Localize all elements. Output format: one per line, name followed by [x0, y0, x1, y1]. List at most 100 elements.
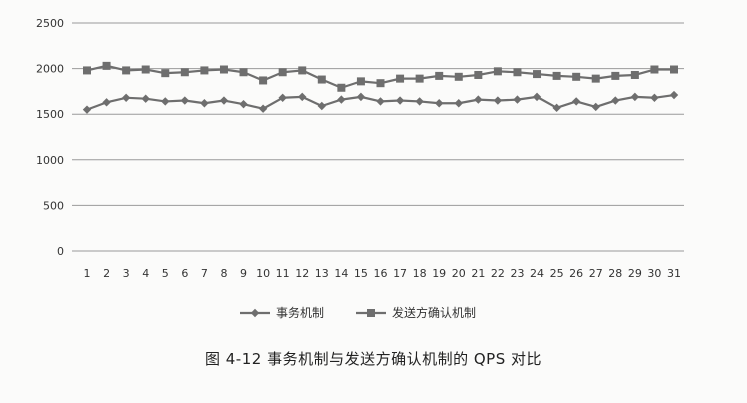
x-tick-label: 25 — [550, 267, 564, 280]
x-tick-label: 19 — [432, 267, 446, 280]
series-layer — [83, 62, 678, 114]
data-point — [122, 94, 130, 102]
legend-marker — [367, 309, 375, 317]
data-point — [435, 99, 443, 107]
data-point — [553, 72, 561, 80]
data-point — [122, 66, 130, 74]
data-point — [337, 95, 345, 103]
x-tick-label: 9 — [240, 267, 247, 280]
data-point — [552, 104, 560, 112]
data-point — [611, 96, 619, 104]
data-point — [337, 84, 345, 92]
x-tick-label: 8 — [220, 267, 227, 280]
data-point — [396, 96, 404, 104]
data-point — [83, 66, 91, 74]
data-point — [298, 66, 306, 74]
data-point — [376, 97, 384, 105]
x-tick-label: 7 — [201, 267, 208, 280]
x-tick-label: 6 — [181, 267, 188, 280]
x-tick-label: 4 — [142, 267, 149, 280]
x-tick-label: 27 — [589, 267, 603, 280]
data-point — [200, 99, 208, 107]
x-tick-label: 12 — [295, 267, 309, 280]
x-tick-label: 17 — [393, 267, 407, 280]
data-point — [435, 72, 443, 80]
x-tick-label: 15 — [354, 267, 368, 280]
data-point — [357, 77, 365, 85]
x-tick-label: 11 — [276, 267, 290, 280]
data-point — [259, 105, 267, 113]
x-tick-label: 30 — [647, 267, 661, 280]
x-tick-label: 2 — [103, 267, 110, 280]
legend: 事务机制 发送方确认机制 — [240, 305, 476, 320]
x-tick-label: 31 — [667, 267, 681, 280]
data-point — [455, 99, 463, 107]
data-point — [572, 73, 580, 81]
data-point — [455, 73, 463, 81]
y-tick-label: 1000 — [36, 154, 64, 167]
y-tick-label: 0 — [57, 245, 64, 258]
data-point — [650, 94, 658, 102]
x-tick-label: 18 — [413, 267, 427, 280]
x-axis-tick-labels: 1 2 3 4 5 6 7 8 9 10 11 12 13 14 15 16 17 18 19 20 21 22 23 24 2… — [84, 267, 682, 280]
data-point — [318, 102, 326, 110]
series-1 — [83, 91, 678, 114]
grid-layer — [72, 23, 684, 251]
data-point — [474, 95, 482, 103]
y-tick-label: 2500 — [36, 17, 64, 30]
x-tick-label: 10 — [256, 267, 270, 280]
data-point — [494, 67, 502, 75]
x-tick-label: 13 — [315, 267, 329, 280]
data-point — [279, 68, 287, 76]
data-point — [415, 97, 423, 105]
data-point — [181, 68, 189, 76]
data-point — [103, 62, 111, 70]
y-tick-label: 500 — [43, 199, 64, 212]
data-point — [670, 91, 678, 99]
data-point — [220, 96, 228, 104]
y-tick-label: 1500 — [36, 108, 64, 121]
data-point — [377, 79, 385, 87]
data-point — [416, 75, 424, 83]
data-point — [513, 95, 521, 103]
x-tick-label: 16 — [374, 267, 388, 280]
data-point — [513, 68, 521, 76]
data-point — [142, 66, 150, 74]
x-tick-label: 3 — [123, 267, 130, 280]
legend-marker — [251, 309, 259, 317]
y-tick-label: 2000 — [36, 63, 64, 76]
data-point — [161, 69, 169, 77]
data-point — [474, 71, 482, 79]
data-point — [200, 66, 208, 74]
x-tick-label: 29 — [628, 267, 642, 280]
data-point — [533, 93, 541, 101]
x-tick-label: 21 — [471, 267, 485, 280]
legend-label: 发送方确认机制 — [392, 305, 476, 320]
data-point — [161, 97, 169, 105]
legend-label: 事务机制 — [276, 305, 324, 320]
data-point — [240, 68, 248, 76]
data-point — [572, 97, 580, 105]
data-point — [533, 70, 541, 78]
x-tick-label: 20 — [452, 267, 466, 280]
data-point — [83, 105, 91, 113]
data-point — [631, 93, 639, 101]
x-tick-label: 14 — [334, 267, 348, 280]
data-point — [631, 71, 639, 79]
figure-caption: 图 4-12 事务机制与发送方确认机制的 QPS 对比 — [0, 348, 747, 369]
legend-item: 事务机制 — [240, 305, 324, 320]
legend-item: 发送方确认机制 — [356, 305, 476, 320]
x-tick-label: 24 — [530, 267, 544, 280]
data-point — [278, 94, 286, 102]
data-point — [396, 75, 404, 83]
data-point — [650, 66, 658, 74]
x-tick-label: 1 — [84, 267, 91, 280]
x-tick-label: 23 — [510, 267, 524, 280]
data-point — [259, 76, 267, 84]
x-tick-label: 22 — [491, 267, 505, 280]
x-tick-label: 28 — [608, 267, 622, 280]
data-point — [318, 76, 326, 84]
data-point — [298, 93, 306, 101]
